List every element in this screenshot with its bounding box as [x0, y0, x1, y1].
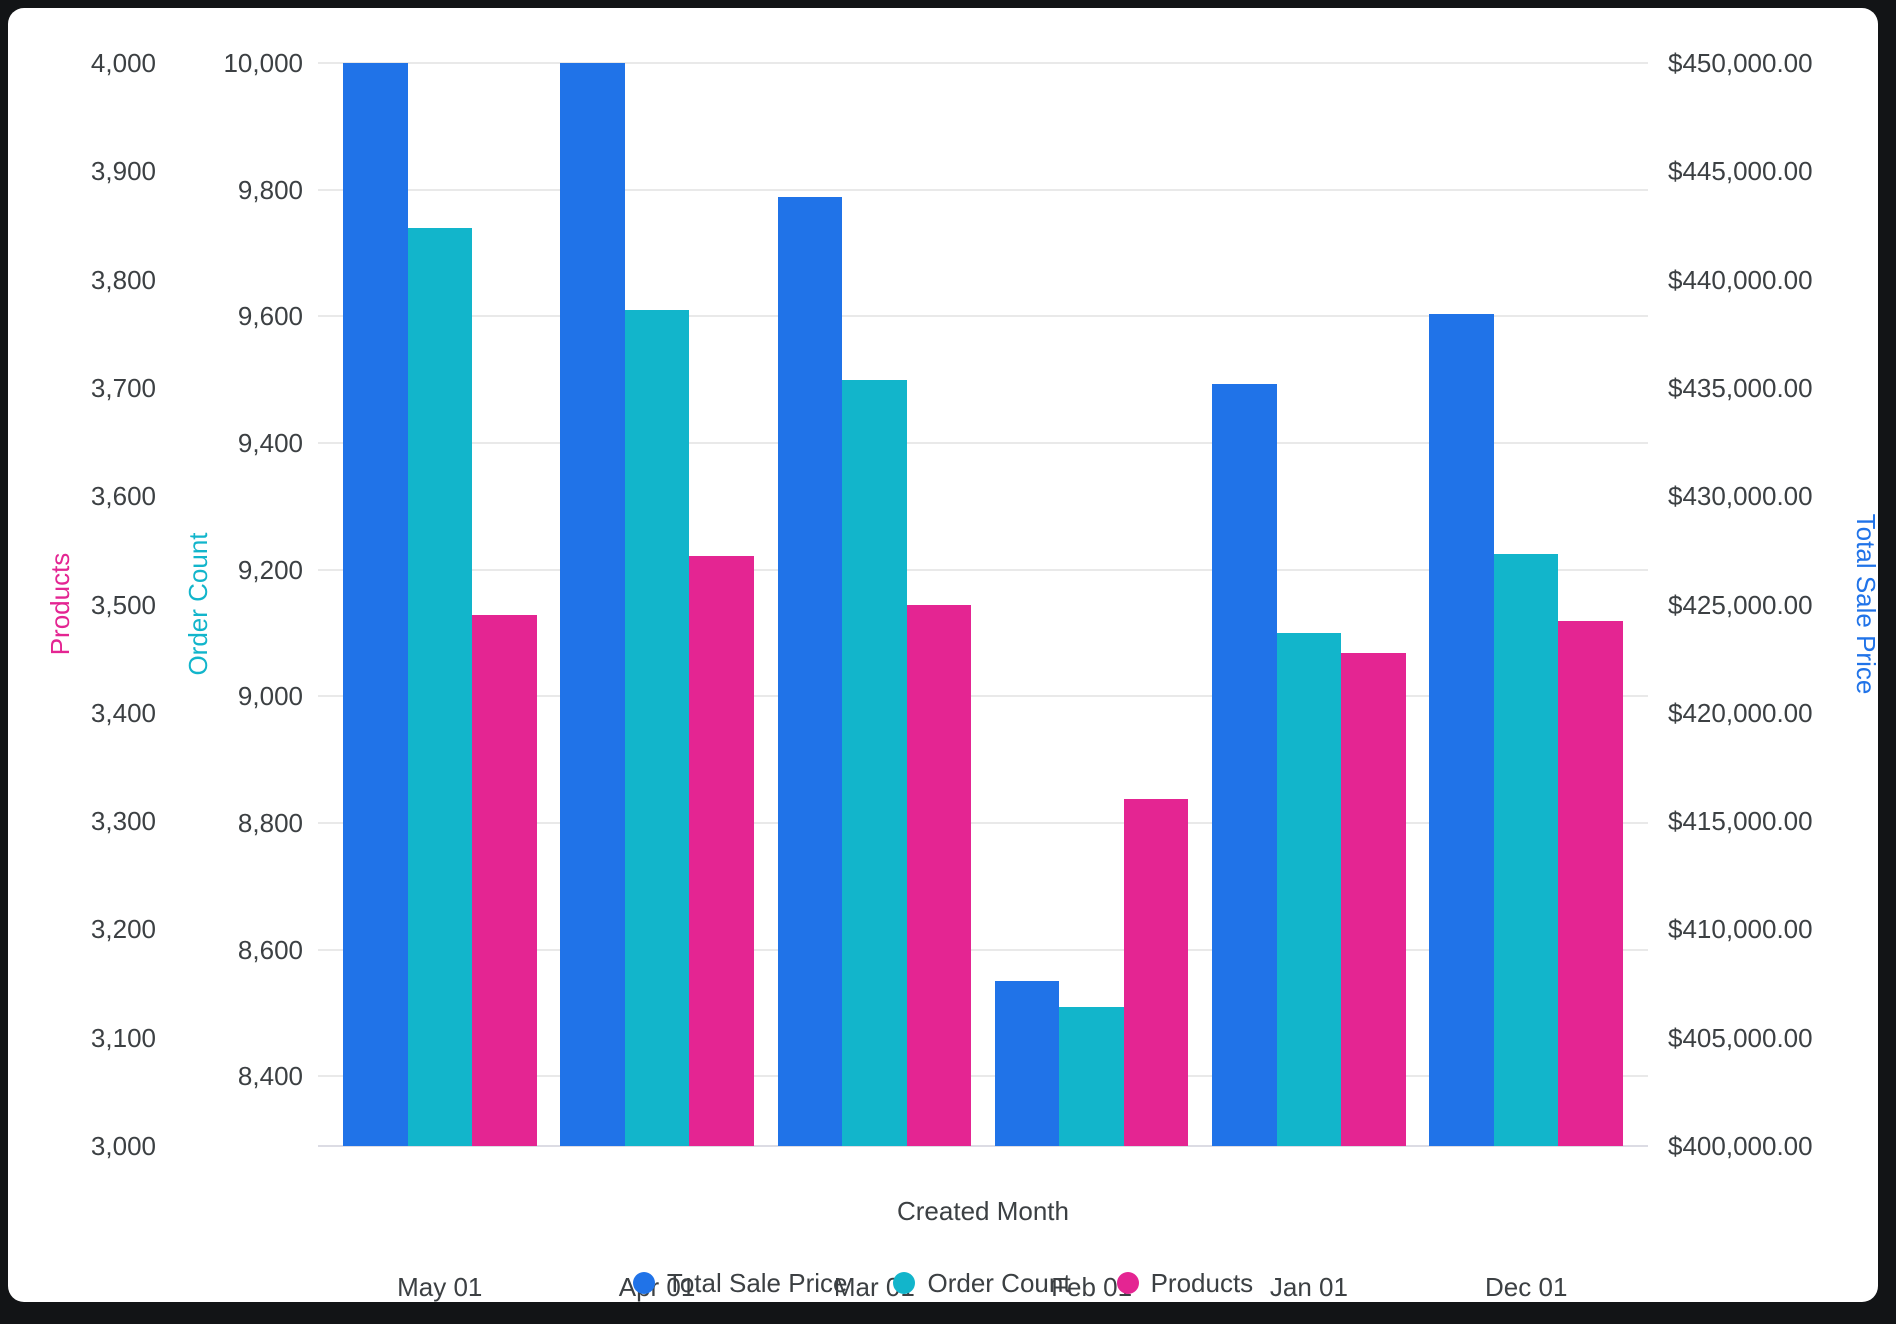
- gridline: [318, 948, 1648, 951]
- order-count-tick-label: 9,200: [237, 554, 303, 585]
- products-tick-label: 3,000: [90, 1131, 156, 1161]
- order-count-tick-label: 9,400: [237, 428, 303, 458]
- legend-item-total-sale-price[interactable]: Total Sale Price: [632, 1268, 848, 1298]
- bar-group-feb-01: [994, 799, 1189, 1146]
- gridline: [318, 822, 1648, 824]
- bar-total-sale-price-feb-01[interactable]: [994, 981, 1060, 1146]
- bar-total-sale-price-dec-01[interactable]: [1429, 314, 1494, 1146]
- bar-order-count-may-01[interactable]: [407, 227, 472, 1146]
- bar-group-apr-01: [560, 63, 754, 1146]
- order-count-tick-label: 8,400: [237, 1061, 303, 1092]
- x-axis-title: Created Month: [897, 1196, 1069, 1226]
- x-tick-label-may-01: May 01: [397, 1272, 483, 1302]
- plot-area: [318, 62, 1648, 1147]
- products-tick-label: 3,600: [90, 481, 156, 512]
- products-tick-label: 3,800: [90, 264, 156, 295]
- order-count-tick-label: 8,600: [237, 934, 303, 965]
- order-count-tick-label: 9,600: [237, 301, 303, 332]
- price-tick-label: $415,000.00: [1668, 806, 1813, 837]
- bar-group-dec-01: [1429, 314, 1623, 1146]
- bar-group-may-01: [343, 63, 537, 1146]
- x-axis-line: [318, 1145, 1648, 1147]
- products-tick-label: 3,200: [90, 914, 156, 945]
- products-tick-label: 3,100: [90, 1022, 156, 1053]
- price-tick-label: $425,000.00: [1668, 589, 1813, 620]
- products-tick-label: 3,300: [90, 806, 156, 837]
- bar-group-jan-01: [1212, 383, 1406, 1146]
- products-tick-label: 3,700: [90, 372, 156, 403]
- gridline: [318, 62, 1648, 64]
- legend-label: Products: [1150, 1268, 1254, 1298]
- bar-total-sale-price-jan-01[interactable]: [1212, 383, 1277, 1146]
- bar-products-apr-01[interactable]: [689, 555, 754, 1146]
- order-count-tick-label: 9,800: [237, 174, 303, 205]
- price-tick-label: $400,000.00: [1668, 1131, 1813, 1161]
- price-tick-label: $440,000.00: [1668, 264, 1813, 295]
- gridline: [318, 315, 1648, 318]
- bar-order-count-mar-01[interactable]: [842, 379, 907, 1146]
- bar-products-mar-01[interactable]: [906, 604, 972, 1146]
- bar-products-jan-01[interactable]: [1341, 653, 1406, 1146]
- bar-groups: [318, 63, 1648, 1146]
- x-tick-label-dec-01: Dec 01: [1485, 1272, 1568, 1302]
- price-tick-label: $405,000.00: [1668, 1022, 1813, 1053]
- legend-label: Total Sale Price: [666, 1268, 848, 1298]
- total-sale-price-axis-title: Total Sale Price: [1851, 513, 1881, 695]
- products-tick-label: 3,400: [90, 697, 156, 728]
- bar-products-dec-01[interactable]: [1558, 620, 1623, 1146]
- bar-products-feb-01[interactable]: [1123, 799, 1189, 1146]
- gridline: [318, 695, 1648, 698]
- x-tick-label-apr-01: Apr 01: [618, 1272, 696, 1302]
- legend-label: Order Count: [927, 1268, 1071, 1298]
- products-tick-label: 3,500: [90, 589, 156, 620]
- bar-order-count-jan-01[interactable]: [1276, 633, 1342, 1146]
- bar-group-mar-01: [777, 197, 972, 1146]
- gridline: [318, 568, 1648, 571]
- price-tick-label: $450,000.00: [1668, 48, 1813, 78]
- price-tick-label: $435,000.00: [1668, 372, 1813, 403]
- price-tick-label: $445,000.00: [1668, 156, 1813, 187]
- order-count-tick-label: 8,800: [237, 808, 303, 838]
- price-tick-label: $410,000.00: [1668, 914, 1813, 945]
- bar-total-sale-price-mar-01[interactable]: [777, 197, 843, 1146]
- bar-order-count-feb-01[interactable]: [1059, 1006, 1124, 1146]
- bar-products-may-01[interactable]: [472, 615, 537, 1146]
- chart-legend: Total Sale Price Order Count Products: [8, 1268, 1878, 1298]
- legend-swatch-icon: [1116, 1272, 1139, 1294]
- gridline: [318, 188, 1648, 191]
- products-tick-label: 3,900: [90, 156, 156, 187]
- order-count-tick-label: 9,000: [237, 681, 303, 712]
- legend-item-order-count[interactable]: Order Count: [893, 1268, 1071, 1298]
- order-count-tick-label: 10,000: [223, 48, 303, 78]
- price-tick-label: $430,000.00: [1668, 481, 1813, 512]
- gridline: [318, 1075, 1648, 1078]
- gridline: [318, 442, 1648, 444]
- bar-total-sale-price-apr-01[interactable]: [560, 63, 625, 1146]
- products-tick-label: 4,000: [90, 48, 156, 78]
- bar-order-count-dec-01[interactable]: [1493, 553, 1559, 1146]
- x-tick-label-jan-01: Jan 01: [1269, 1272, 1348, 1302]
- price-tick-label: $420,000.00: [1668, 697, 1813, 728]
- legend-item-products[interactable]: Products: [1116, 1268, 1254, 1298]
- bar-total-sale-price-may-01[interactable]: [343, 63, 408, 1146]
- legend-swatch-icon: [893, 1272, 916, 1294]
- legend-swatch-icon: [632, 1272, 655, 1294]
- bar-order-count-apr-01[interactable]: [624, 310, 690, 1146]
- chart-card: Products Order Count Total Sale Price 4,…: [8, 8, 1881, 1302]
